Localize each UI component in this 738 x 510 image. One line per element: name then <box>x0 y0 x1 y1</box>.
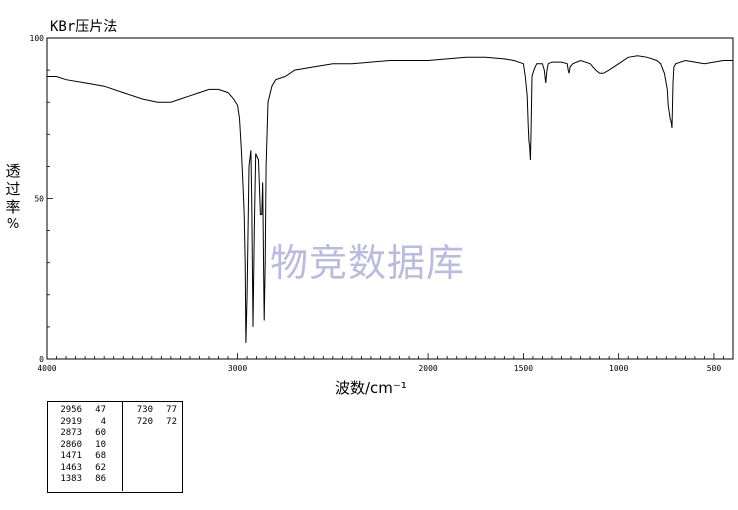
peak-wavenumber: 1471 <box>60 451 82 461</box>
peak-transmittance: 60 <box>95 428 106 438</box>
peak-transmittance: 10 <box>95 439 106 450</box>
y-axis-label-char: 过 <box>5 180 21 198</box>
peak-row: 2873 60 <box>52 428 114 440</box>
y-tick-label: 50 <box>34 195 44 204</box>
y-axis-label-char: 率 <box>5 198 21 216</box>
peak-transmittance: 72 <box>166 416 177 427</box>
peak-row: 1471 68 <box>52 451 114 463</box>
peak-transmittance: 68 <box>95 451 106 461</box>
x-tick-label: 1500 <box>514 364 533 373</box>
y-tick-label: 100 <box>30 34 45 43</box>
peak-wavenumber: 2919 <box>60 416 82 427</box>
x-axis-label: 波数/cm⁻¹ <box>335 379 407 397</box>
peak-row: 1463 62 <box>52 463 114 475</box>
peak-row: 2956 47 <box>52 405 114 417</box>
peak-row: 2919 4 <box>52 417 114 429</box>
peak-transmittance: 86 <box>95 474 106 484</box>
y-axis-label-char: 透 <box>5 162 21 180</box>
peak-wavenumber: 730 <box>136 405 153 415</box>
peak-wavenumber: 1463 <box>60 462 82 473</box>
x-tick-label: 2000 <box>418 364 437 373</box>
watermark: 物竞数据库 <box>270 241 466 285</box>
peak-wavenumber: 2860 <box>60 439 82 450</box>
peak-row: 1383 86 <box>52 474 114 486</box>
peak-wavenumber: 1383 <box>60 474 82 484</box>
x-tick-label: 500 <box>707 364 722 373</box>
x-tick-label: 3000 <box>228 364 247 373</box>
peak-transmittance: 77 <box>166 405 177 415</box>
x-tick-label: 4000 <box>37 364 56 373</box>
peak-wavenumber: 720 <box>136 416 153 427</box>
peak-table: 2956 47 2919 4 2873 60 2860 10 1471 68 1463 62 1383 8… <box>47 401 183 493</box>
y-axis-unit: % <box>6 217 20 232</box>
plot-frame <box>46 37 734 360</box>
peak-transmittance: 62 <box>95 462 106 473</box>
peak-wavenumber: 2956 <box>60 405 82 415</box>
spectrum-line <box>47 55 733 343</box>
peak-wavenumber: 2873 <box>60 428 82 438</box>
peak-row: 2860 10 <box>52 440 114 452</box>
y-tick-label: 0 <box>39 355 44 364</box>
peak-table-right-column: 730 77 720 72 <box>122 402 181 491</box>
chart-title: KBr压片法 <box>50 19 118 35</box>
y-axis-label: 透 过 率 % <box>2 162 24 234</box>
peak-row: 730 77 <box>123 405 181 417</box>
x-tick-label: 1000 <box>609 364 628 373</box>
peak-transmittance: 4 <box>100 416 106 427</box>
peak-table-left-column: 2956 47 2919 4 2873 60 2860 10 1471 68 1463 62 1383 8… <box>52 405 114 486</box>
peak-transmittance: 47 <box>95 405 106 415</box>
peak-row: 720 72 <box>123 417 181 429</box>
